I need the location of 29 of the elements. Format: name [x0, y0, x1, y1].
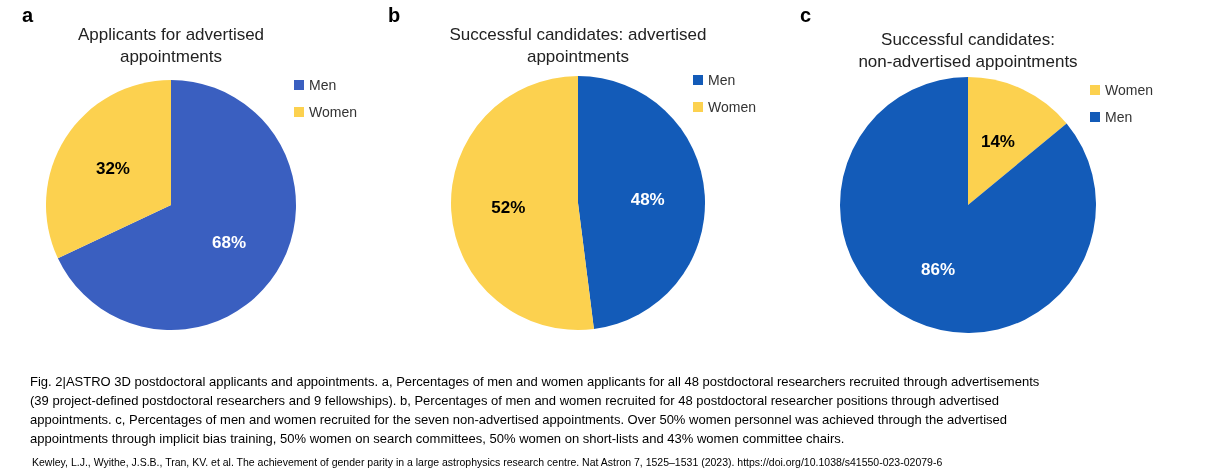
data-label: 68%	[212, 232, 247, 252]
data-label: 86%	[921, 259, 956, 279]
legend-label: Women	[1105, 81, 1153, 98]
caption: Fig. 2|ASTRO 3D postdoctoral applicants and appointments. a, Percentages of men and women applicants for all 48 postdoctoral researchers recruited through advertisements	[30, 374, 1040, 389]
text: c	[800, 4, 812, 26]
legend-label: Men	[708, 71, 736, 88]
data-label: 14%	[980, 132, 1015, 152]
chart-title: Applicants for advertised appointments	[77, 25, 265, 66]
pie-slice	[840, 77, 1096, 333]
pie-slice	[578, 76, 705, 329]
data-label: 52%	[491, 198, 526, 218]
legend-label: Women	[708, 98, 756, 115]
pie-slice	[57, 80, 296, 330]
chart-title: Successful candidates: non-advertised appointments	[858, 30, 1078, 71]
data-label: 48%	[630, 189, 665, 209]
text: Kewley, L.J., Wyithe, J.S.B., Tran, KV. et al. The achievement of gender parity in a large astrophysics research centre. Nat Astron 7, 1525–1531 (2023). https://doi.org/10.1038/s41550-023-02079-6	[32, 456, 943, 468]
legend-label: Women	[309, 103, 357, 120]
legend-label: Men	[309, 76, 337, 93]
text: b	[388, 4, 401, 26]
text: a	[22, 4, 34, 26]
text: appointments through implicit bias training, 50% women on search committees, 50% women on short-lists and 43% women committee chairs.	[30, 431, 845, 446]
text: (39 project-defined postdoctoral researchers and 9 fellowships). b, Percentages of men and women recruited for 48 postdoctoral researcher positions through advertised	[30, 393, 1000, 408]
pie-slice	[451, 76, 594, 330]
pie-slice	[46, 80, 171, 259]
text: appointments. c, Percentages of men and women recruited for the seven non-advertised appointments. Over 50% women personnel was achieved through the advertised	[30, 412, 1008, 427]
chart-title: Successful candidates: advertised appointments	[449, 25, 707, 66]
legend-label: Men	[1105, 108, 1133, 125]
pie-slice	[968, 77, 1067, 205]
data-label: 32%	[95, 159, 130, 179]
